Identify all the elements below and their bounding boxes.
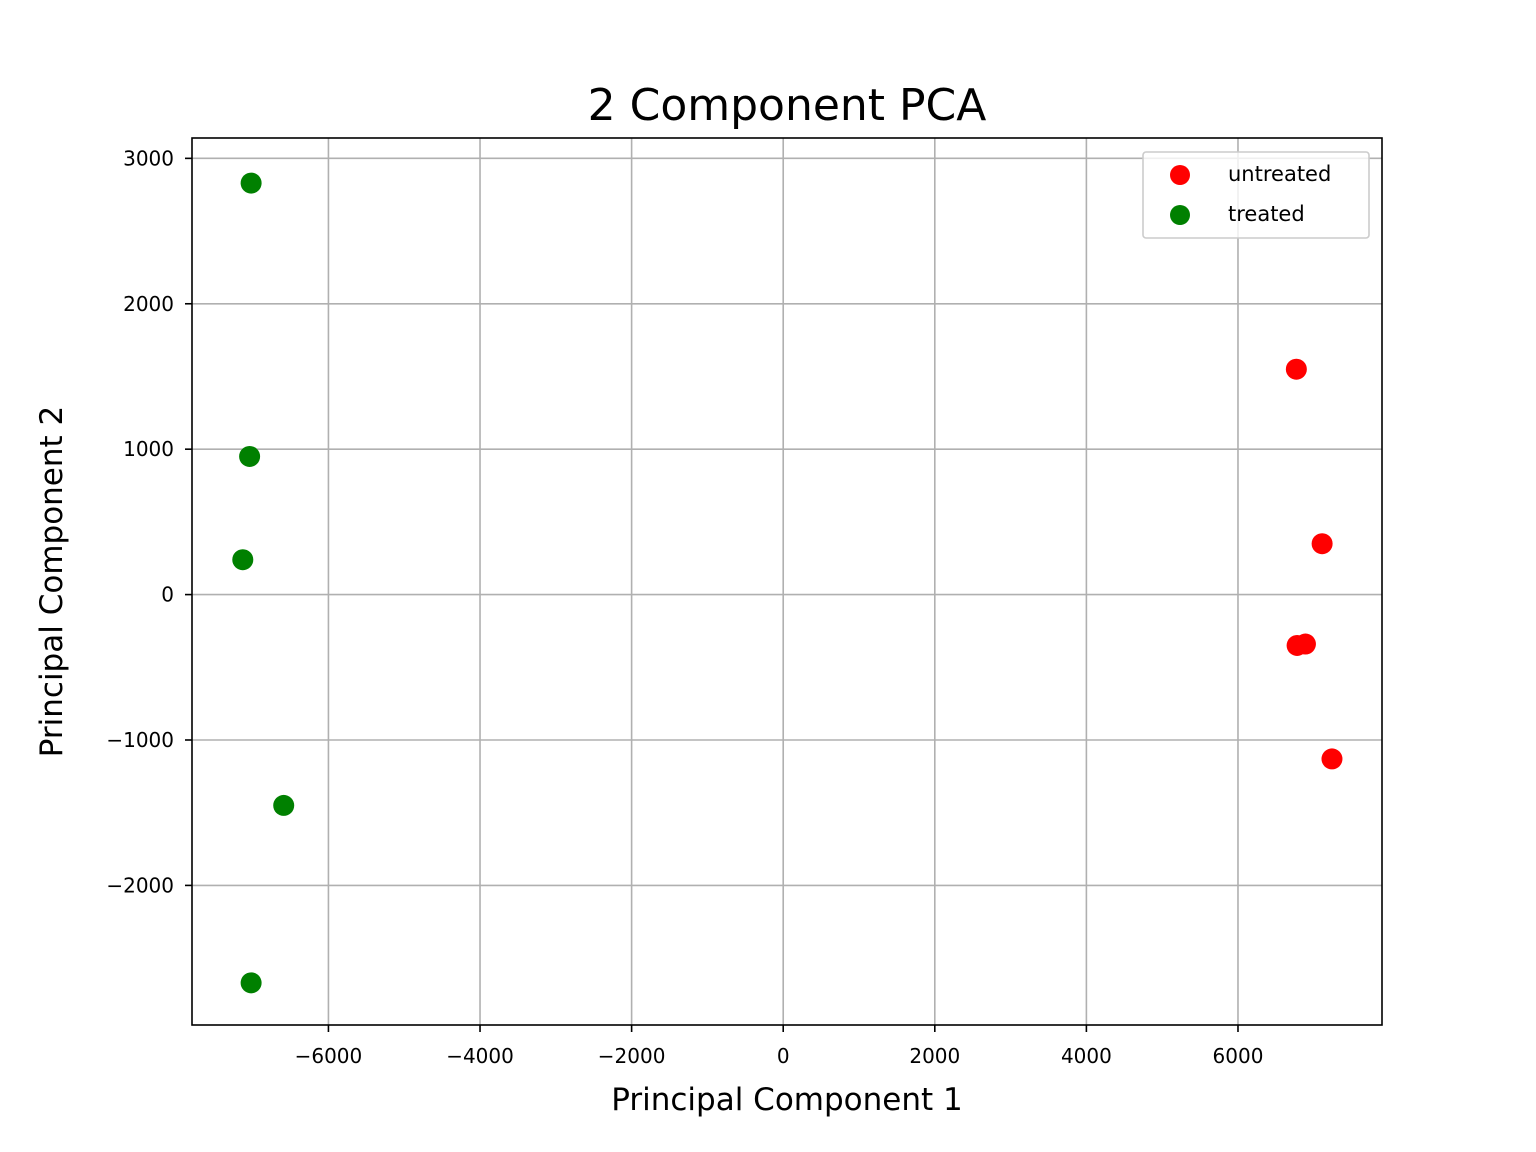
x-tick-label: −6000 [295,1044,363,1068]
data-point-untreated [1321,748,1343,770]
y-tick-label: −2000 [106,873,174,897]
plot-frame [191,137,1383,1026]
x-tick-label: 4000 [1061,1044,1112,1068]
x-tick-label: −4000 [446,1044,514,1068]
data-point-treated [232,549,254,571]
y-tick-label: 2000 [123,292,174,316]
legend-label-treated: treated [1228,202,1305,226]
chart-title: 2 Component PCA [588,80,987,131]
data-point-treated [240,172,262,194]
data-point-treated [239,445,261,467]
data-point-treated [273,794,295,816]
data-point-untreated [1311,533,1333,555]
data-point-untreated [1285,358,1307,380]
legend-box [1142,151,1370,239]
legend-marker-untreated [1170,165,1190,185]
legend: untreated treated [1142,151,1370,239]
data-point-untreated [1294,633,1316,655]
data-points [232,172,1343,994]
x-axis-label: Principal Component 1 [611,1082,963,1118]
y-tick-label: 1000 [123,437,174,461]
x-tick-label: 2000 [909,1044,960,1068]
y-tick-label: 3000 [123,146,174,170]
grid [192,138,1382,1025]
x-tick-label: 0 [777,1044,790,1068]
x-tick-label: 6000 [1213,1044,1264,1068]
y-tick-label: −1000 [106,728,174,752]
x-tick-label: −2000 [598,1044,666,1068]
legend-label-untreated: untreated [1228,162,1331,186]
y-tick-label: 0 [161,583,174,607]
axis-ticks: −6000 −4000 −2000 0 2000 4000 6000 −2000 −1000 0 1… [106,146,1263,1068]
data-point-treated [240,972,262,994]
y-axis-label: Principal Component 2 [34,406,70,758]
legend-marker-treated [1170,205,1190,225]
